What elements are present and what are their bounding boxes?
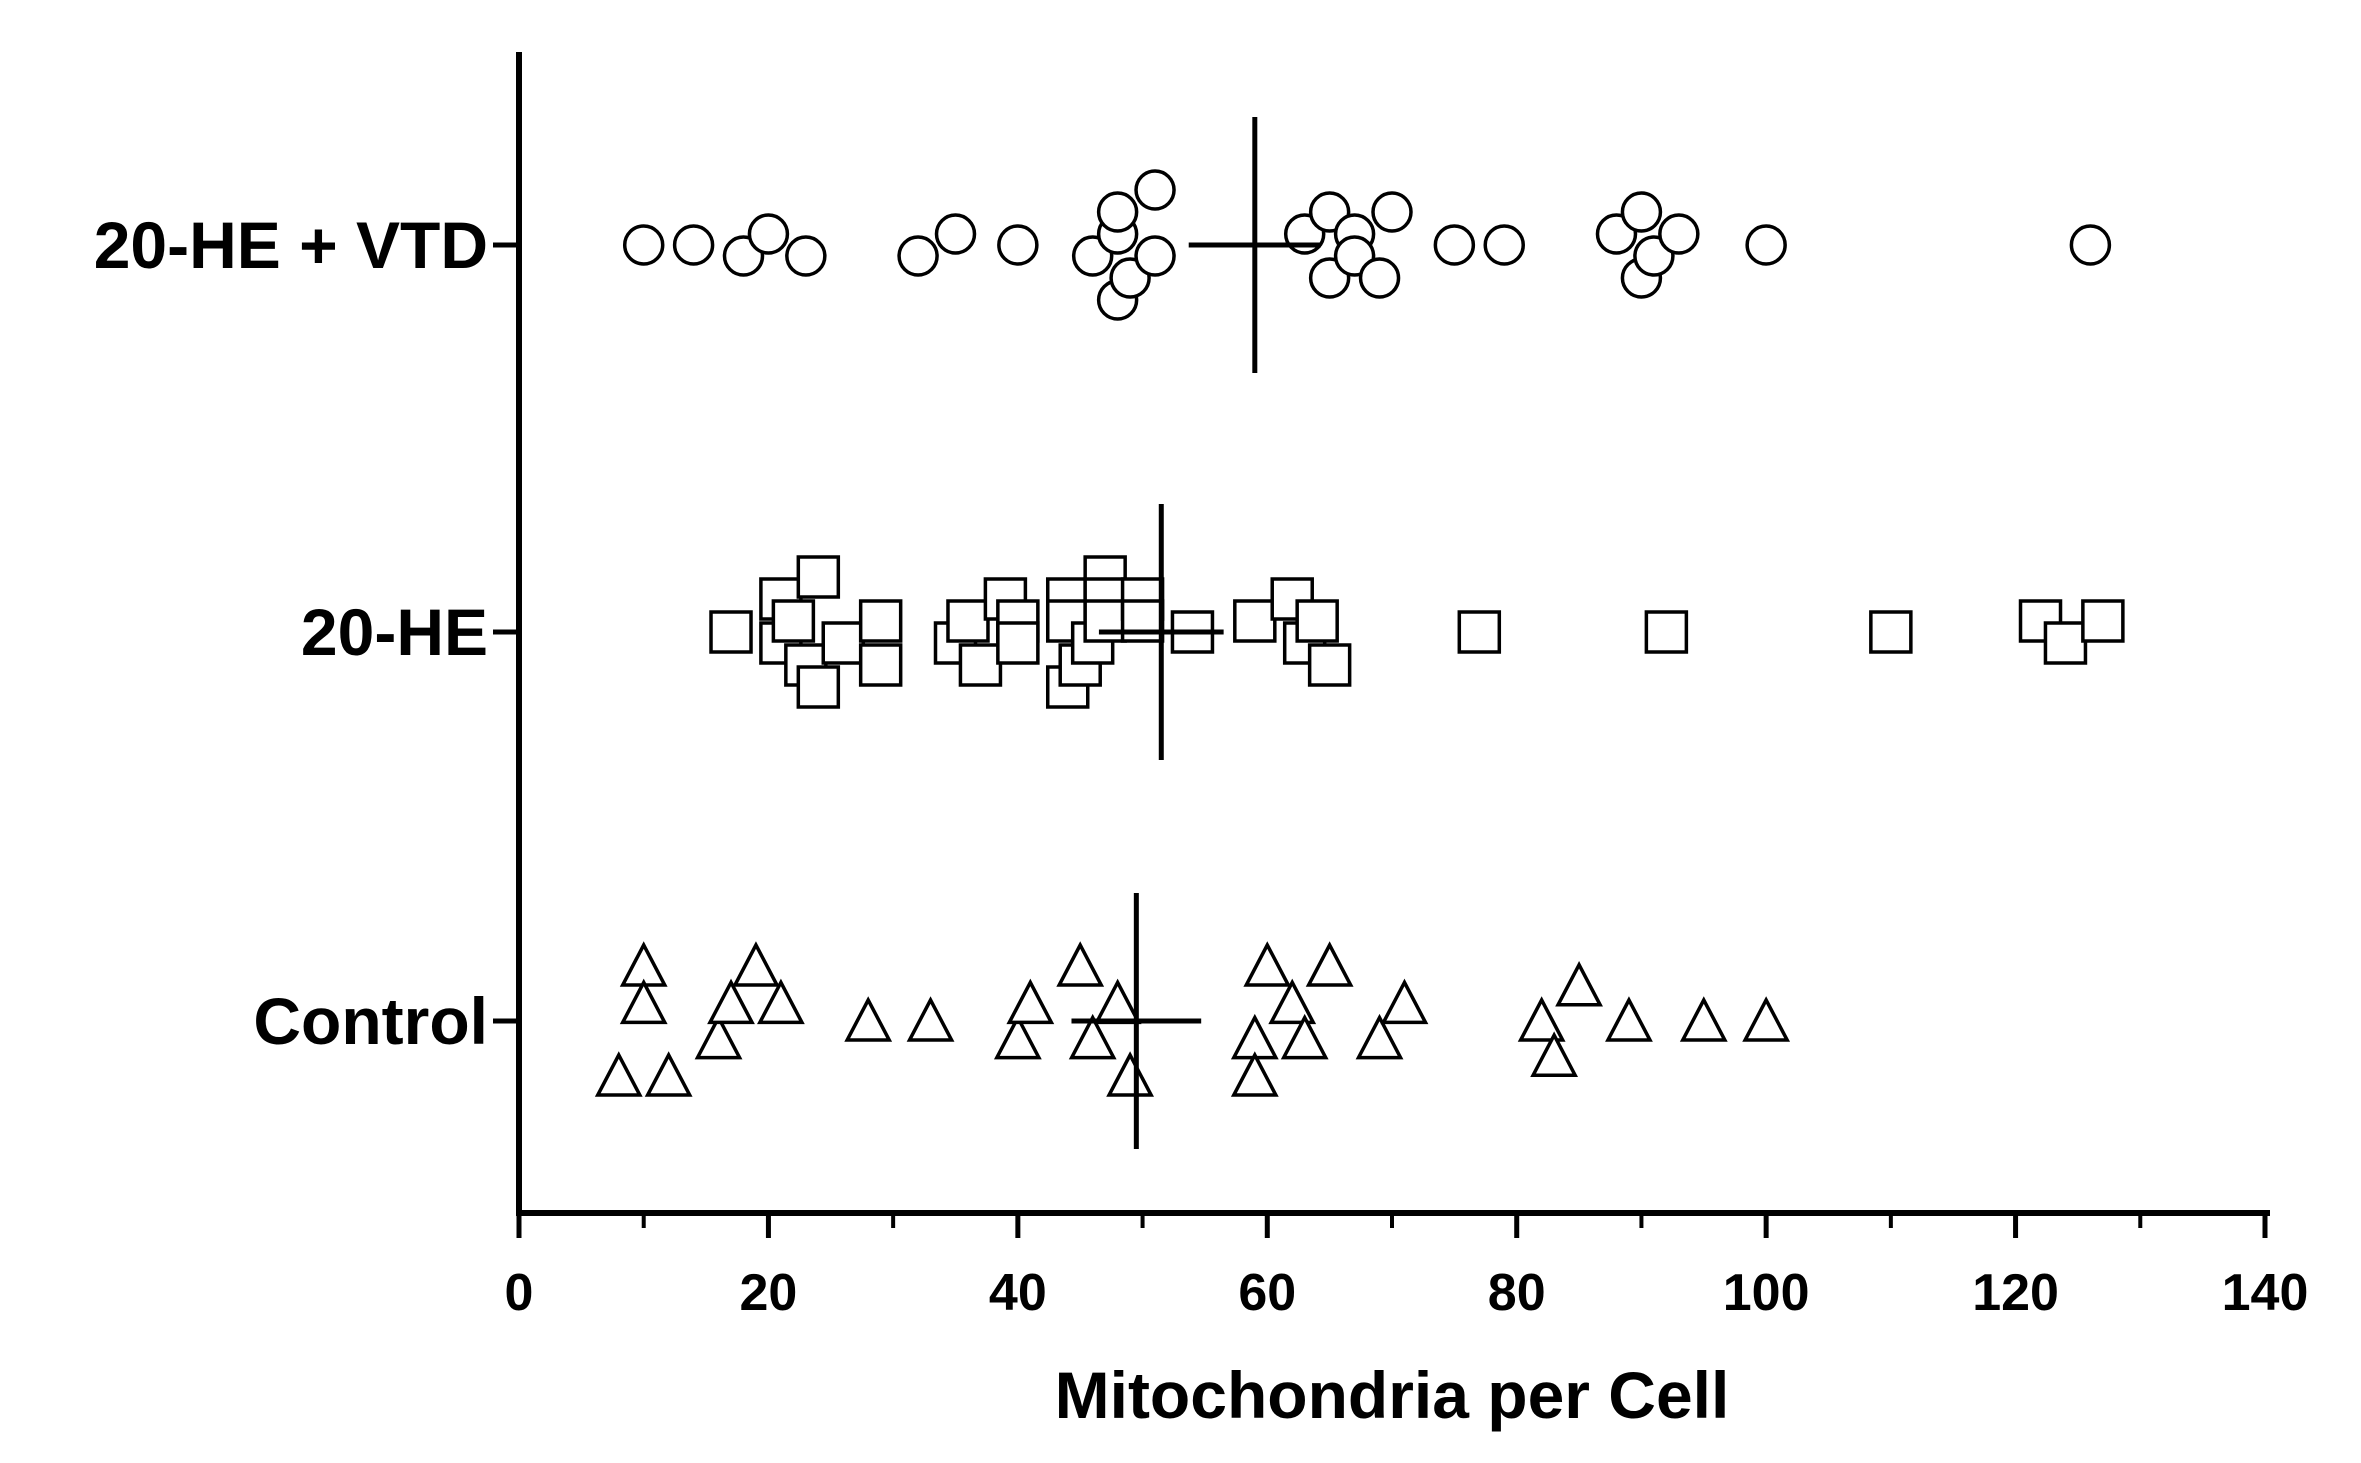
- square-point: [1307, 643, 1352, 687]
- triangle-point: [732, 941, 780, 987]
- square-point: [771, 599, 816, 643]
- square-point: [796, 665, 841, 709]
- square-point: [958, 643, 1003, 687]
- square-point: [1120, 599, 1165, 643]
- circle-point: [1096, 191, 1139, 233]
- square-point: [946, 599, 990, 643]
- square-point: [996, 621, 1040, 665]
- data-points: [594, 169, 2125, 1097]
- triangle-point: [619, 978, 668, 1025]
- circle-point: [622, 224, 665, 266]
- triangle-point: [1305, 941, 1354, 987]
- y-categories: 20-HE + VTD 20-HE Control: [94, 208, 519, 1058]
- triangle-point: [1006, 978, 1055, 1025]
- square-point: [796, 555, 841, 599]
- x-tick-label: 80: [1488, 1264, 1546, 1322]
- circle-point: [1433, 224, 1476, 266]
- circle-point: [997, 224, 1039, 266]
- y-category-label: 20-HE: [301, 595, 488, 669]
- circle-point: [747, 213, 790, 255]
- triangle-point: [1106, 1051, 1154, 1097]
- x-tick-label: 120: [1972, 1264, 2059, 1322]
- mean-sem-markers: [1071, 117, 1321, 1149]
- x-tick-label: 20: [740, 1264, 798, 1322]
- triangle-point: [1243, 941, 1292, 987]
- square-point: [821, 621, 866, 665]
- triangle-point: [1679, 996, 1728, 1042]
- circle-point: [1134, 235, 1176, 277]
- circle-point: [1134, 169, 1176, 211]
- square-point: [2081, 599, 2125, 643]
- x-tick-label: 140: [2222, 1264, 2309, 1322]
- triangle-point: [594, 1051, 643, 1097]
- triangle-point: [1530, 1031, 1579, 1077]
- triangle-point: [644, 1051, 693, 1097]
- circle-point: [1745, 224, 1787, 266]
- x-tick-label: 40: [989, 1264, 1047, 1322]
- triangle-point: [993, 1013, 1042, 1060]
- circle-point: [2069, 224, 2112, 266]
- triangle-point: [1056, 941, 1105, 987]
- triangle-point: [844, 996, 893, 1042]
- triangle-point: [906, 996, 955, 1042]
- triangle-point: [1093, 978, 1142, 1025]
- circle-point: [934, 213, 977, 255]
- triangle-point: [694, 1013, 743, 1060]
- triangle-point: [757, 978, 805, 1025]
- square-point: [858, 599, 903, 643]
- square-point: [1457, 610, 1502, 654]
- triangle-point: [707, 978, 755, 1025]
- triangle-point: [1742, 996, 1791, 1042]
- triangle-point: [1555, 961, 1603, 1007]
- triangle-point: [1268, 978, 1317, 1025]
- x-tick-label: 60: [1238, 1264, 1296, 1322]
- triangle-point: [1605, 996, 1653, 1042]
- square-point: [709, 610, 753, 654]
- circle-point: [897, 235, 939, 277]
- circle-point: [1371, 191, 1413, 233]
- y-category-label: 20-HE + VTD: [94, 208, 488, 282]
- circle-point: [1358, 257, 1401, 299]
- square-point: [1083, 599, 1127, 643]
- square-point: [1869, 610, 1913, 654]
- x-axis-label: Mitochondria per Cell: [1055, 1358, 1730, 1432]
- triangle-point: [1280, 1013, 1329, 1060]
- x-tick-label: 100: [1723, 1264, 1810, 1322]
- circle-point: [672, 224, 715, 266]
- triangle-point: [1517, 996, 1566, 1042]
- y-category-label: Control: [253, 984, 488, 1058]
- square-point: [1233, 599, 1277, 643]
- triangle-point: [1355, 1013, 1404, 1060]
- x-tick-label: 0: [505, 1264, 534, 1322]
- triangle-point: [1230, 1051, 1279, 1097]
- circle-point: [785, 235, 827, 277]
- circle-point: [1658, 213, 1700, 255]
- square-point: [1295, 599, 1339, 643]
- circle-point: [1620, 191, 1663, 233]
- square-point: [2043, 621, 2088, 665]
- square-point: [858, 643, 903, 687]
- circle-point: [1483, 224, 1525, 266]
- triangle-point: [1068, 1013, 1117, 1060]
- x-ticks: 0 20 40 60 80 100 120 140: [505, 1213, 2309, 1322]
- triangle-point: [1380, 978, 1429, 1025]
- square-point: [1644, 610, 1689, 654]
